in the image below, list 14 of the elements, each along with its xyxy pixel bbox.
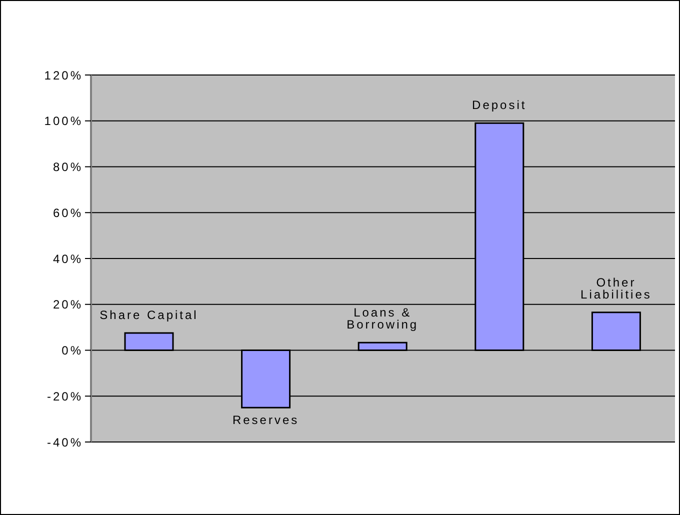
x-tick-label: Share Capital <box>100 308 198 322</box>
y-tick-label: 120% <box>44 68 83 82</box>
y-tick-label: 100% <box>44 114 83 128</box>
y-tick-label: 20% <box>52 298 83 312</box>
y-tick-label: -20% <box>46 389 83 404</box>
y-tick-label: -40% <box>46 435 83 450</box>
y-tick-label: 0% <box>62 344 83 358</box>
y-tick-label: 40% <box>52 252 83 266</box>
x-tick-label: Reserves <box>232 413 300 428</box>
x-tick-label: Deposit <box>472 98 527 112</box>
x-tick-label: Loans & Borrowing <box>346 306 419 332</box>
y-tick-label: 80% <box>52 160 83 174</box>
y-tick-label: 60% <box>52 206 83 220</box>
x-tick-label: Other Liabilities <box>580 275 652 302</box>
